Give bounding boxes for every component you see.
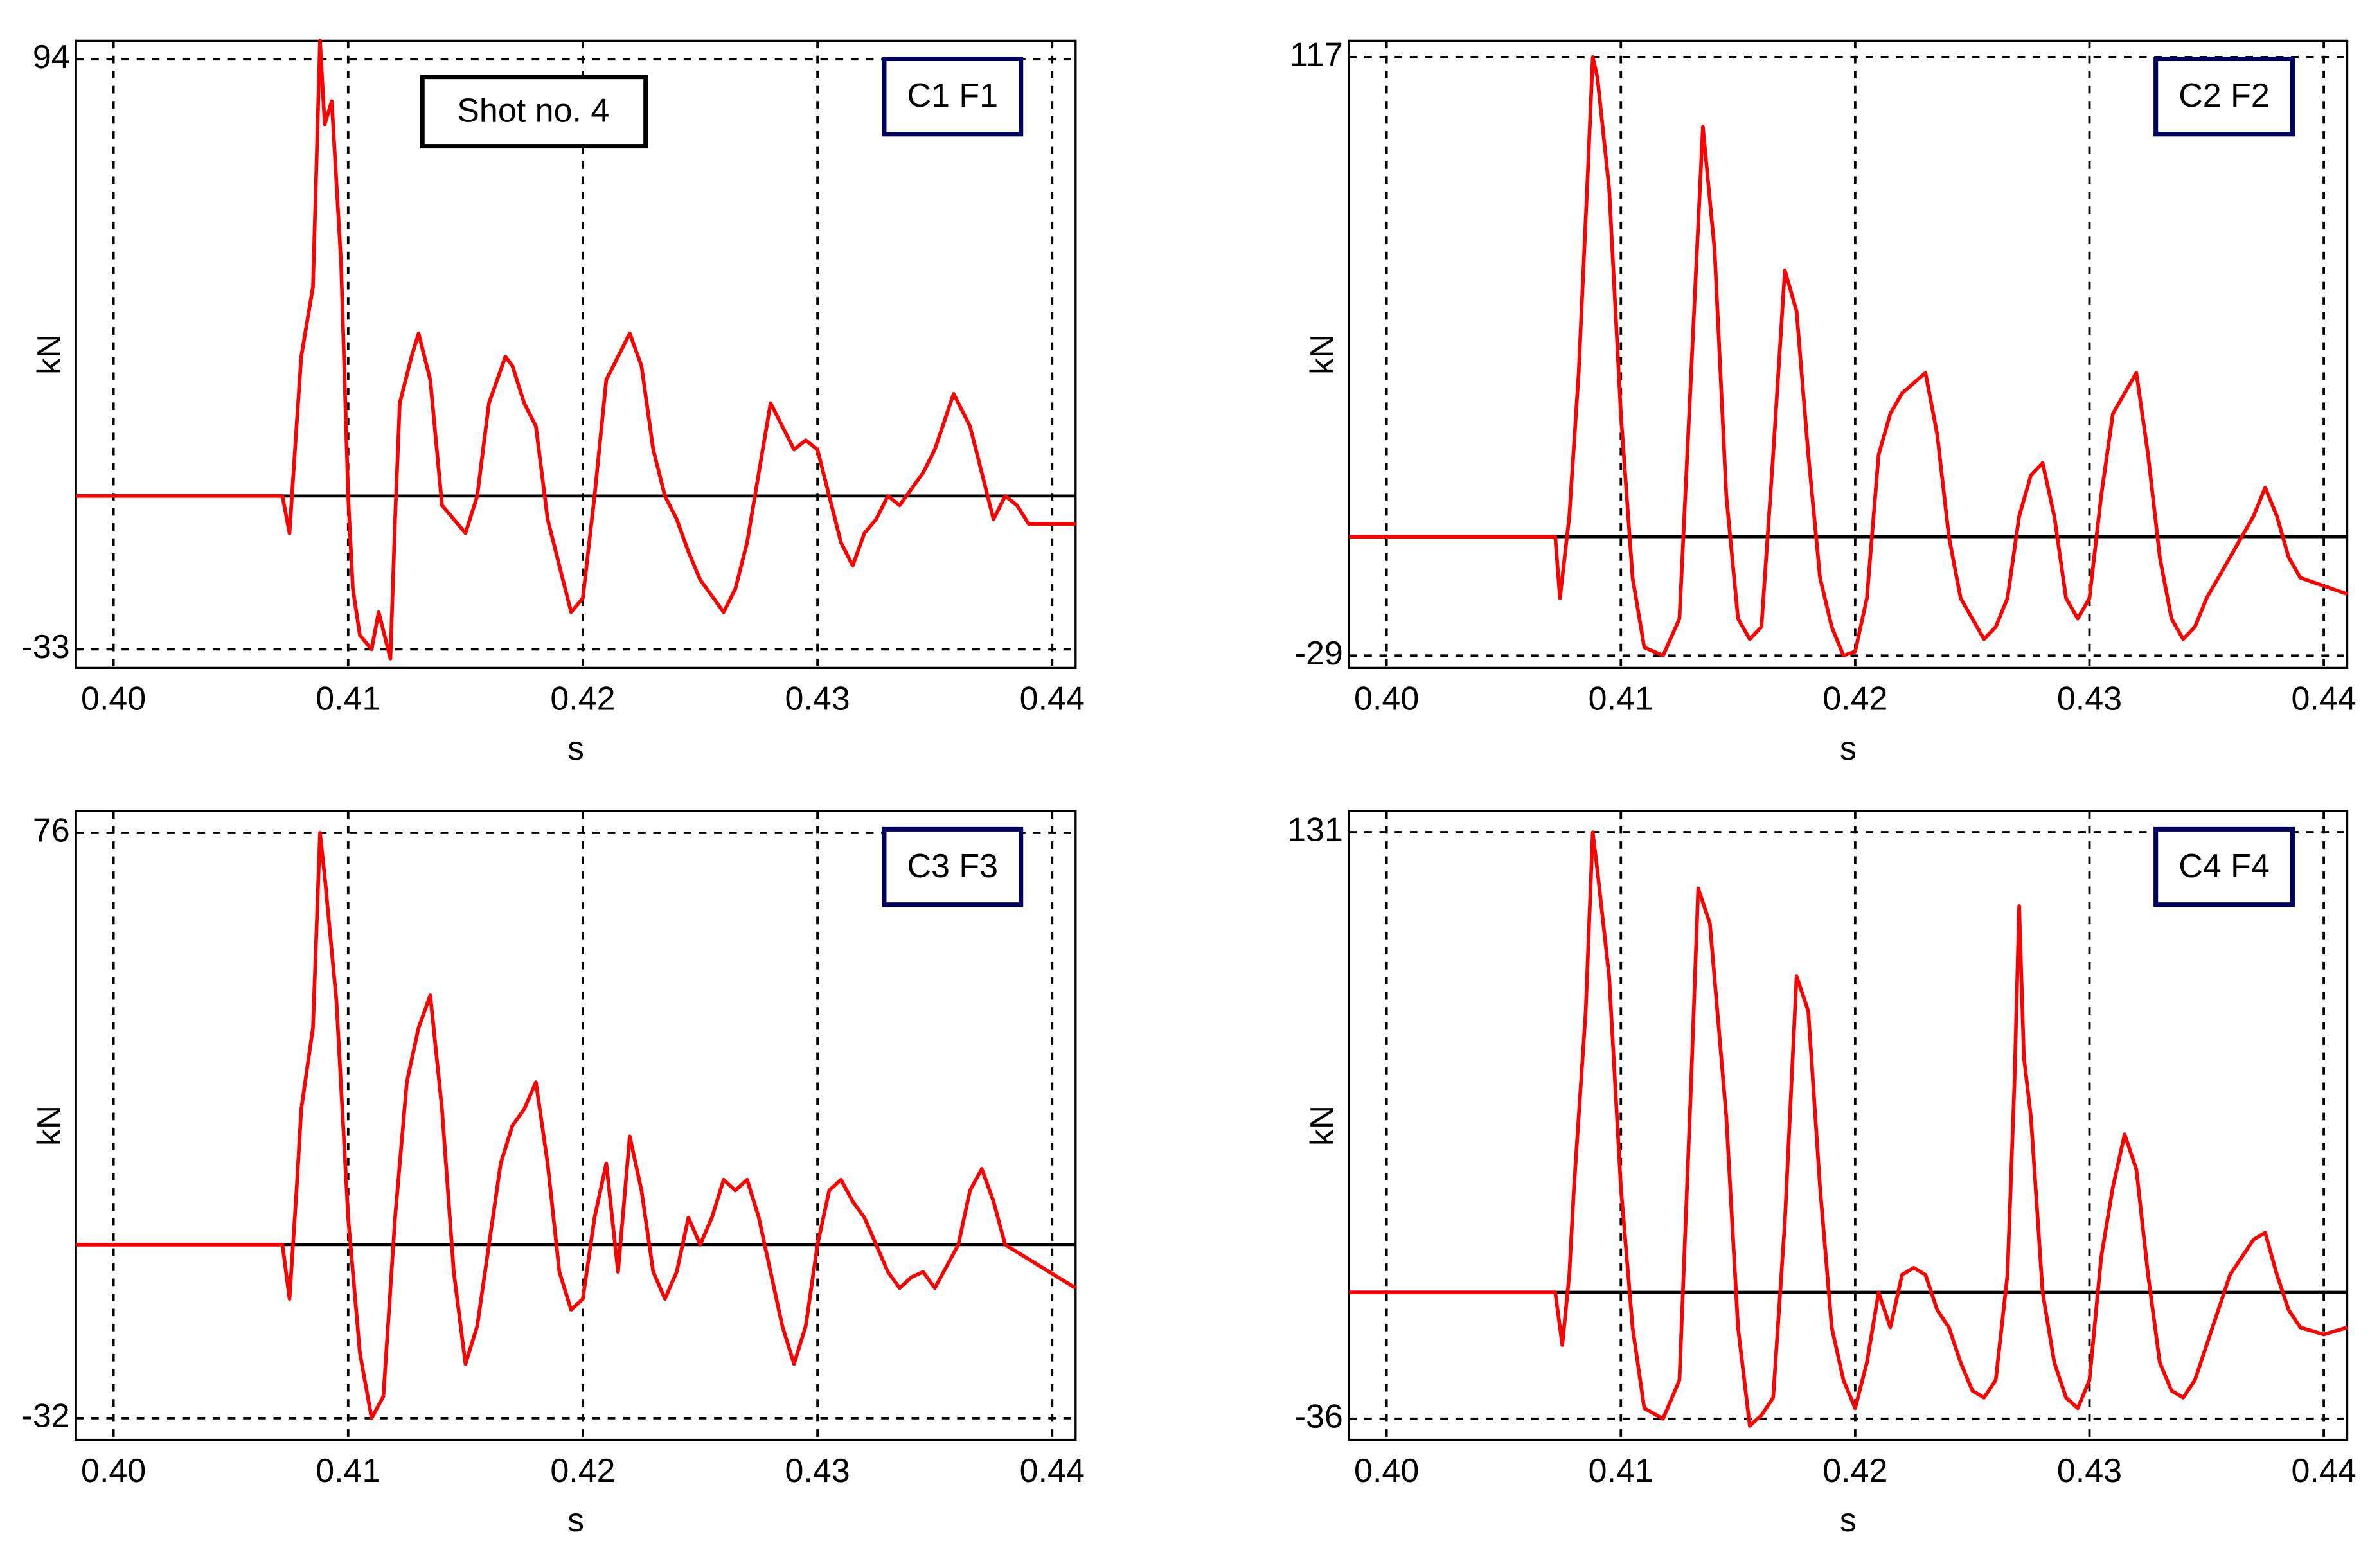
plot-area — [1349, 811, 2348, 1440]
x-axis-label: s — [567, 1501, 584, 1538]
x-tick-label: 0.40 — [1354, 680, 1419, 717]
panel: 0.40 0.41 0.42 0.43 0.44 -32 76 s kN C3 F3 — [22, 810, 1085, 1538]
x-tick-label: 0.42 — [550, 1452, 615, 1489]
data-line — [1349, 830, 2348, 1428]
x-axis-label: s — [1840, 1501, 1857, 1538]
y-axis-label: kN — [1303, 334, 1341, 375]
y-tick-label: 131 — [1287, 811, 1343, 848]
data-line — [76, 831, 1077, 1420]
x-tick-label: 0.44 — [2291, 1452, 2356, 1489]
x-tick-label: 0.41 — [1589, 680, 1653, 717]
data-line — [1349, 55, 2348, 658]
x-tick-label: 0.40 — [81, 1452, 146, 1489]
y-tick-label: -36 — [1295, 1398, 1343, 1435]
annotation: C2 F2 — [2178, 76, 2270, 114]
plot-area — [1349, 40, 2348, 668]
annotation: C3 F3 — [907, 847, 998, 884]
x-tick-label: 0.42 — [1822, 680, 1887, 717]
annotation-box — [882, 56, 1024, 137]
plot-frame — [75, 39, 1077, 669]
plot-frame — [75, 810, 1077, 1441]
data-line — [76, 39, 1076, 661]
x-axis-label: s — [1840, 729, 1857, 767]
x-tick-label: 0.43 — [785, 680, 850, 717]
annotation: C1 F1 — [907, 76, 998, 114]
x-tick-label: 0.40 — [81, 680, 146, 717]
x-axis-label: s — [567, 729, 584, 767]
x-tick-label: 0.44 — [2291, 680, 2356, 717]
note: Shot no. 4 — [457, 92, 609, 129]
x-tick-label: 0.44 — [1020, 1452, 1085, 1489]
x-tick-label: 0.44 — [1020, 680, 1085, 717]
annotation-box — [2153, 826, 2295, 907]
y-tick-label: 94 — [33, 38, 70, 75]
x-tick-label: 0.42 — [550, 680, 615, 717]
y-tick-label: -29 — [1295, 634, 1343, 672]
annotation-box — [2153, 56, 2295, 137]
x-tick-label: 0.43 — [2057, 680, 2122, 717]
annotation: C4 F4 — [2178, 847, 2270, 884]
plot-frame — [1348, 39, 2349, 669]
y-tick-label: 117 — [1290, 36, 1343, 73]
panel: 0.40 0.41 0.42 0.43 0.44 -36 131 s kN C4 F4 — [1287, 810, 2357, 1538]
y-axis-label: kN — [1303, 1105, 1341, 1146]
x-tick-label: 0.41 — [316, 680, 380, 717]
panel: 0.40 0.41 0.42 0.43 0.44 -29 117 s kN C2 F2 — [1290, 36, 2357, 767]
y-tick-label: -33 — [22, 628, 70, 665]
x-tick-label: 0.41 — [316, 1452, 380, 1489]
note-box — [420, 75, 648, 149]
annotation-box — [882, 826, 1024, 907]
y-axis-label: kN — [30, 334, 67, 375]
y-tick-label: 76 — [33, 812, 70, 849]
x-tick-label: 0.41 — [1589, 1452, 1653, 1489]
plot-area — [76, 811, 1076, 1440]
y-axis-label: kN — [30, 1105, 67, 1146]
plot-frame — [1348, 810, 2349, 1441]
x-tick-label: 0.43 — [785, 1452, 850, 1489]
y-tick-label: -32 — [22, 1397, 70, 1434]
x-tick-label: 0.42 — [1822, 1452, 1887, 1489]
panel: 0.40 0.41 0.42 0.43 0.44 -33 94 s kN C1 F1 Shot no… — [22, 38, 1085, 767]
x-tick-label: 0.40 — [1354, 1452, 1419, 1489]
x-tick-label: 0.43 — [2057, 1452, 2122, 1489]
